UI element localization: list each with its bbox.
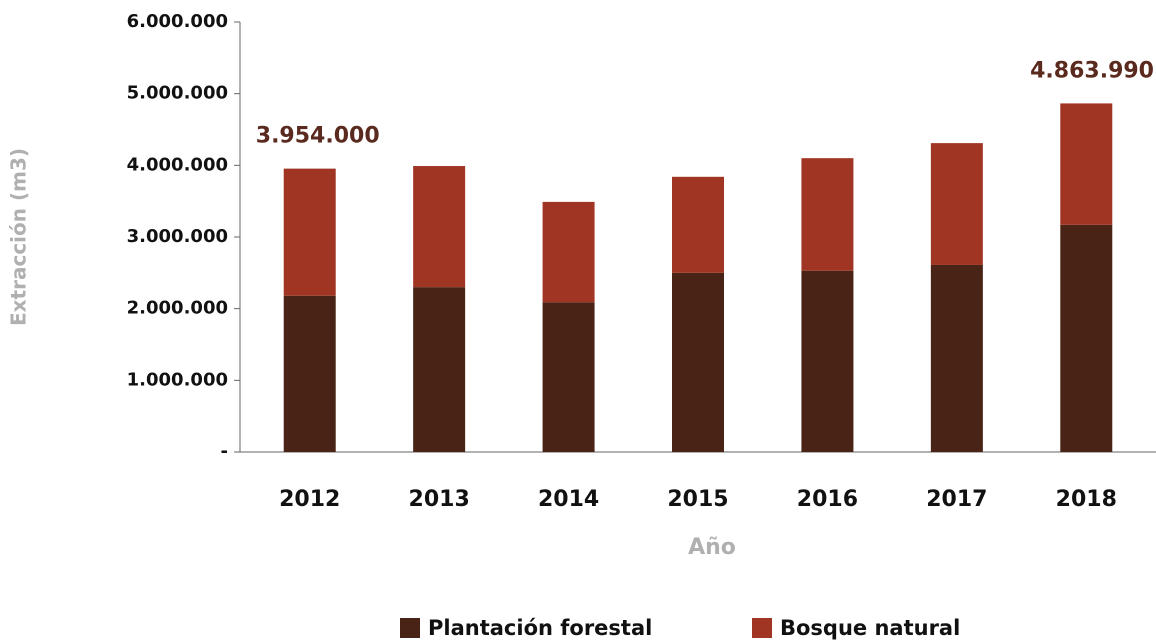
x-tick-label: 2012	[279, 487, 340, 512]
bar-segment	[1060, 103, 1113, 225]
bar-segment	[413, 166, 466, 288]
bar-segment	[1060, 224, 1113, 452]
annotation: 4.863.990	[1030, 58, 1154, 83]
x-tick-label: 2014	[538, 487, 599, 512]
x-axis-title: Año	[688, 535, 736, 560]
bar-segment	[930, 143, 983, 265]
bar-segment	[801, 158, 854, 271]
bar-segment	[542, 201, 595, 303]
legend-label: Plantación forestal	[428, 616, 652, 640]
y-tick-label: 1.000.000	[127, 369, 228, 390]
y-tick-label: 3.000.000	[127, 226, 228, 247]
annotation: 3.954.000	[256, 124, 380, 149]
y-tick-label: 6.000.000	[127, 11, 228, 32]
y-tick-label: 2.000.000	[127, 298, 228, 319]
bar-segment	[413, 287, 466, 452]
bar-segment	[283, 295, 336, 452]
y-tick-label: 5.000.000	[127, 83, 228, 104]
x-tick-label: 2018	[1056, 487, 1117, 512]
y-axis-title: Extracción (m3)	[7, 148, 31, 326]
bar-segment	[283, 168, 336, 296]
bar-segment	[672, 176, 724, 273]
legend-label: Bosque natural	[780, 616, 960, 640]
x-tick-label: 2013	[409, 487, 470, 512]
x-tick-label: 2015	[667, 487, 728, 512]
legend-swatch	[752, 618, 772, 638]
bar-segment	[801, 270, 854, 452]
y-tick-label: 4.000.000	[127, 154, 228, 175]
bar-segment	[672, 272, 724, 452]
bar-segment	[542, 302, 595, 452]
y-tick-label: -	[221, 441, 228, 462]
legend-swatch	[400, 618, 420, 638]
x-tick-label: 2017	[926, 487, 987, 512]
x-tick-label: 2016	[797, 487, 858, 512]
bar-segment	[930, 264, 983, 452]
